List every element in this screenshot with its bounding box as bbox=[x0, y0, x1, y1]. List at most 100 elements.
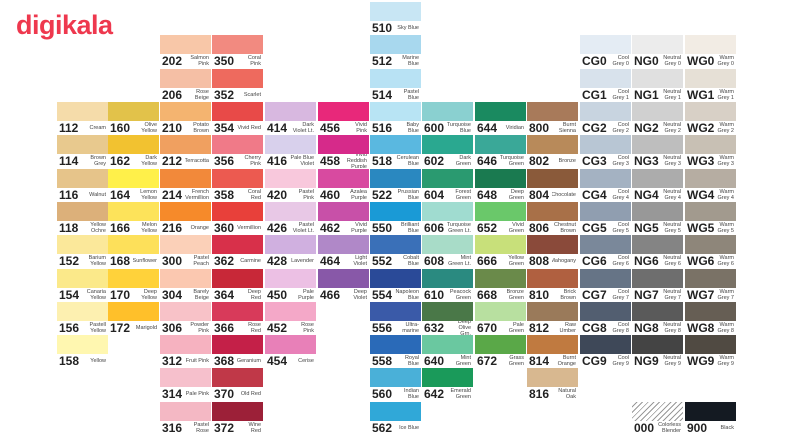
colour-code: 458 bbox=[320, 154, 341, 169]
label-strip: 456 Vivid Pink bbox=[318, 121, 369, 135]
colour-code: 118 bbox=[59, 220, 79, 235]
colour-name: Neutral Grey 5 bbox=[663, 221, 681, 234]
colour-block bbox=[318, 102, 369, 121]
swatch: NG7 Neutral Grey 7 bbox=[632, 268, 683, 302]
colour-block bbox=[580, 268, 631, 288]
colour-code: 814 bbox=[529, 354, 550, 369]
colour-block bbox=[632, 401, 683, 421]
colour-name: Warm Grey 3 bbox=[717, 155, 734, 168]
colour-name: Natural Oak bbox=[558, 388, 576, 401]
colour-block bbox=[527, 268, 578, 288]
colour-block bbox=[527, 235, 578, 255]
colour-name: Neutral Grey 0 bbox=[663, 55, 681, 68]
colour-name: Napoleon Blue bbox=[395, 288, 419, 301]
label-strip: 312 Fruit Pink bbox=[160, 354, 211, 369]
colour-block bbox=[265, 201, 316, 221]
colour-code: 632 bbox=[424, 320, 445, 335]
colour-name: Cool Grey 8 bbox=[612, 321, 629, 334]
label-strip: 800 Burnt Sienna bbox=[527, 121, 578, 135]
colour-block bbox=[422, 368, 473, 388]
colour-block bbox=[632, 235, 683, 255]
colour-block bbox=[475, 335, 526, 355]
colour-name: Cool Grey 9 bbox=[612, 355, 629, 368]
swatch: 518 Cerulean Blue bbox=[370, 135, 421, 169]
colour-code: CG5 bbox=[582, 220, 607, 235]
swatch: CG1 Cool Grey 1 bbox=[580, 68, 631, 102]
colour-name: Warm Grey 7 bbox=[717, 288, 734, 301]
colour-name: Orange bbox=[190, 224, 209, 231]
colour-block bbox=[212, 201, 263, 221]
colour-block bbox=[160, 102, 211, 121]
swatch: 610 Peacock Green bbox=[422, 268, 473, 302]
colour-name: Chestnut Brown bbox=[553, 221, 576, 234]
colour-code: 362 bbox=[214, 254, 235, 269]
swatch: NG2 Neutral Grey 2 bbox=[632, 102, 683, 135]
colour-code: 358 bbox=[214, 187, 235, 202]
colour-name: Cherry Pink bbox=[244, 155, 261, 168]
colour-name: Cerulean Blue bbox=[396, 155, 419, 168]
colour-code: NG2 bbox=[634, 121, 659, 135]
swatch: 164 Lemon Yellow bbox=[108, 168, 159, 202]
label-strip: 552 Cobalt Blue bbox=[370, 254, 421, 269]
label-strip: CG2 Cool Grey 2 bbox=[580, 121, 631, 135]
colour-block bbox=[370, 168, 421, 188]
colour-code: CG9 bbox=[582, 354, 607, 369]
swatch: 206 Rose Beige bbox=[160, 68, 211, 102]
swatch: 154 Canaria Yellow bbox=[57, 268, 108, 302]
colour-block bbox=[265, 102, 316, 121]
label-strip: 514 Pastel Blue bbox=[370, 87, 421, 102]
swatch: 668 Bronze Green bbox=[475, 268, 526, 302]
colour-name: Yellow Green bbox=[508, 255, 524, 268]
swatch: 114 Brown Grey bbox=[57, 135, 108, 169]
colour-name: Sky Blue bbox=[397, 25, 419, 32]
colour-block bbox=[265, 235, 316, 255]
colour-block bbox=[160, 301, 211, 321]
colour-block bbox=[318, 168, 369, 188]
swatch: 370 Old Red bbox=[212, 368, 263, 402]
colour-block bbox=[370, 268, 421, 288]
colour-name: Neutral Grey 9 bbox=[663, 355, 681, 368]
swatch: 510 Sky Blue bbox=[370, 2, 421, 36]
colour-name: Cool Grey 2 bbox=[612, 122, 629, 134]
swatch: 368 Geranium bbox=[212, 335, 263, 369]
colour-name: Dark Green bbox=[455, 155, 471, 168]
swatch: 116 Walnut bbox=[57, 168, 108, 202]
swatch: WG9 Warm Grey 9 bbox=[685, 335, 736, 369]
colour-code: NG5 bbox=[634, 220, 659, 235]
colour-name: Turquoise Green bbox=[500, 155, 524, 168]
colour-block bbox=[370, 102, 421, 121]
colour-block bbox=[527, 368, 578, 388]
colour-name: Canaria Yellow bbox=[86, 288, 106, 301]
swatch: 352 Scarlet bbox=[212, 68, 263, 102]
label-strip: 606 Turquoise Green Lt. bbox=[422, 220, 473, 235]
label-strip: NG9 Neutral Grey 9 bbox=[632, 354, 683, 369]
label-strip: 460 Azalea Purple bbox=[318, 187, 369, 202]
colour-block bbox=[422, 135, 473, 155]
label-strip: 648 Deep Green bbox=[475, 187, 526, 202]
colour-name: Yellow Ochre bbox=[90, 221, 106, 234]
label-strip: CG1 Cool Grey 1 bbox=[580, 87, 631, 102]
colour-code: 456 bbox=[320, 121, 341, 135]
label-strip: 668 Bronze Green bbox=[475, 287, 526, 302]
colour-name: Rose Beige bbox=[194, 88, 209, 101]
swatch: 558 Royal Blue bbox=[370, 335, 421, 369]
colour-name: Barium Yellow bbox=[88, 255, 106, 268]
colour-code: 202 bbox=[162, 54, 183, 69]
label-strip: 118 Yellow Ochre bbox=[57, 220, 108, 235]
swatch: 516 Baby Blue bbox=[370, 102, 421, 135]
colour-block bbox=[370, 301, 421, 321]
colour-name: Warm Grey 4 bbox=[717, 188, 734, 201]
label-strip: 462 Vivid Purple bbox=[318, 220, 369, 235]
label-strip: NG8 Neutral Grey 8 bbox=[632, 320, 683, 335]
colour-code: 414 bbox=[267, 121, 288, 135]
colour-block bbox=[685, 268, 736, 288]
colour-name: Indian Blue bbox=[404, 388, 419, 401]
colour-name: Deep Violet bbox=[353, 288, 367, 301]
colour-block bbox=[475, 268, 526, 288]
colour-block bbox=[475, 301, 526, 321]
label-strip: 306 Powder Pink bbox=[160, 320, 211, 335]
swatch: 556 Ultra-marine bbox=[370, 301, 421, 335]
colour-name: Pastel Violet Lt. bbox=[292, 221, 314, 234]
swatch: 808 Mahogany bbox=[527, 235, 578, 269]
label-strip: 652 Vivid Green bbox=[475, 220, 526, 235]
